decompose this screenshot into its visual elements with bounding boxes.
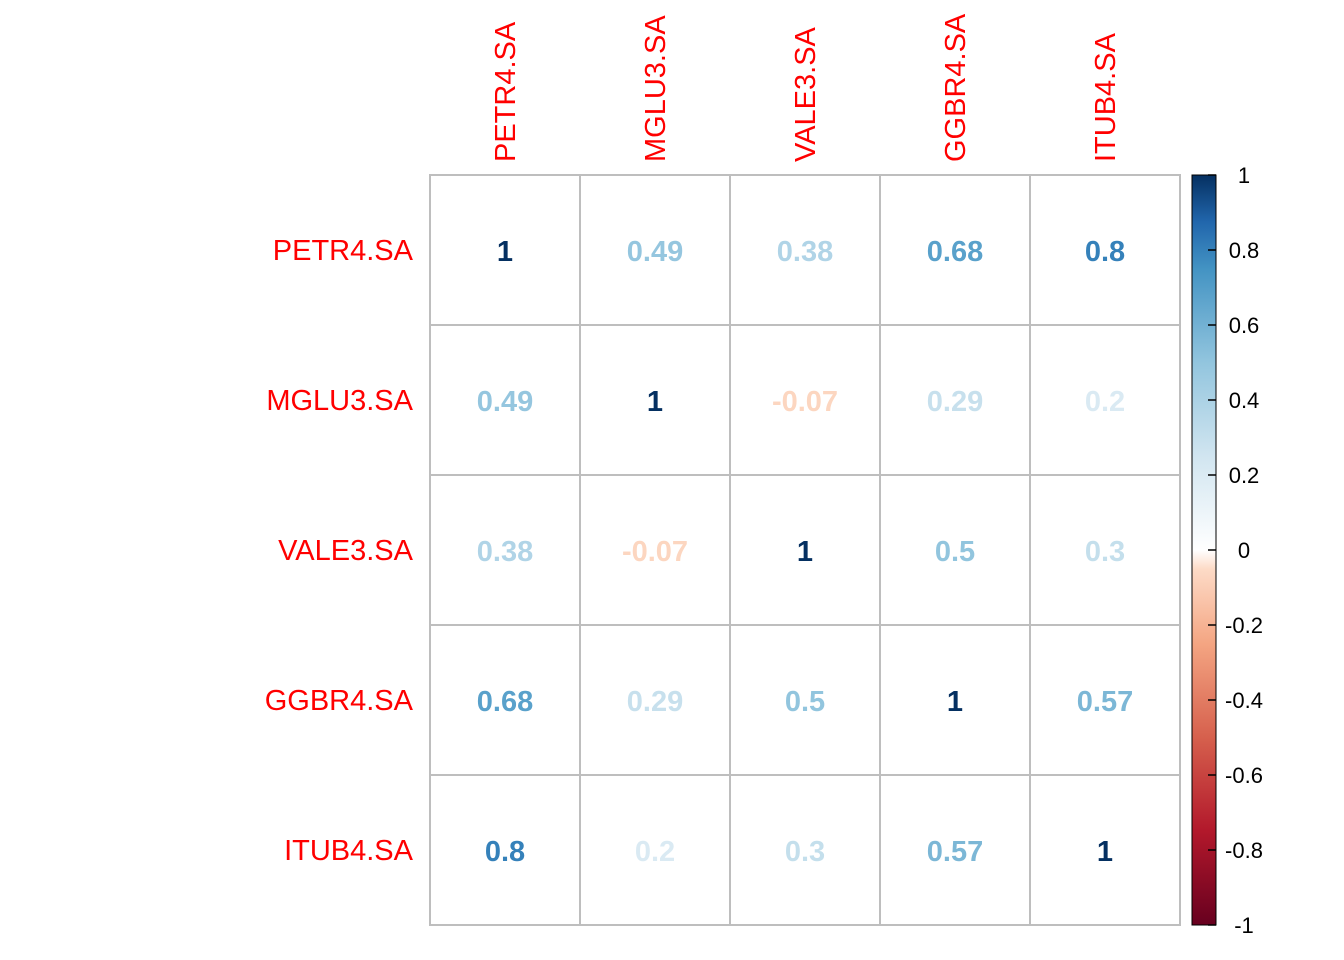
- matrix-values: 1 0.49 0.38 0.68 0.8 0.49 1 -0.07 0.29 0.2 0.38 -0.…: [477, 236, 1133, 868]
- row-label: MGLU3.SA: [266, 385, 413, 417]
- correlation-value: 0.68: [477, 686, 533, 718]
- correlation-value: -0.07: [622, 536, 688, 568]
- legend-tick-label: -0.2: [1225, 613, 1263, 638]
- legend-tick-label: 0.6: [1229, 313, 1260, 338]
- correlation-value: 0.5: [785, 686, 825, 718]
- matrix-cell: [429, 324, 581, 476]
- correlation-value: 0.57: [927, 836, 983, 868]
- matrix-cell: [729, 324, 881, 476]
- matrix-cell: [729, 774, 881, 926]
- matrix-cell: [1029, 474, 1181, 626]
- row-labels: PETR4.SA MGLU3.SA VALE3.SA GGBR4.SA ITUB4.SA: [265, 235, 414, 867]
- correlation-value: 0.3: [785, 836, 825, 868]
- matrix-cell: [579, 624, 731, 776]
- correlation-value: 0.49: [627, 236, 683, 268]
- row-label: PETR4.SA: [273, 235, 414, 267]
- matrix-cell: [729, 624, 881, 776]
- matrix-cell: [429, 774, 581, 926]
- column-label: ITUB4.SA: [1090, 32, 1122, 162]
- correlation-value: 0.38: [477, 536, 533, 568]
- correlation-value: 0.38: [777, 236, 833, 268]
- correlation-value: 1: [497, 236, 513, 268]
- correlation-value: 0.5: [935, 536, 975, 568]
- correlation-value: 0.2: [635, 836, 675, 868]
- column-label: VALE3.SA: [790, 26, 822, 162]
- legend-tick-label: -0.8: [1225, 838, 1263, 863]
- matrix-cell: [879, 174, 1031, 326]
- legend-tick-label: -1: [1234, 913, 1254, 938]
- correlation-value: 0.8: [485, 836, 525, 868]
- correlation-value: -0.07: [772, 386, 838, 418]
- correlation-value: 0.29: [927, 386, 983, 418]
- legend-tick-label: 0.2: [1229, 463, 1260, 488]
- correlation-value: 0.68: [927, 236, 983, 268]
- column-label: PETR4.SA: [490, 21, 522, 162]
- row-label: ITUB4.SA: [284, 835, 414, 867]
- row-label: GGBR4.SA: [265, 685, 414, 717]
- color-legend: 1 0.8 0.6 0.4 0.2 0 -0.2 -0.4 -0.6 -0.8 -1: [1191, 163, 1263, 938]
- matrix-cell: [579, 174, 731, 326]
- matrix-cell: [429, 174, 581, 326]
- correlation-value: 0.57: [1077, 686, 1133, 718]
- matrix-cell: [729, 474, 881, 626]
- correlation-value: 0.49: [477, 386, 533, 418]
- legend-tick-label: 0: [1238, 538, 1250, 563]
- correlation-value: 1: [797, 536, 813, 568]
- column-label: GGBR4.SA: [940, 13, 972, 162]
- correlation-value: 1: [647, 386, 663, 418]
- row-label: VALE3.SA: [278, 535, 414, 567]
- legend-tick-label: 0.8: [1229, 238, 1260, 263]
- column-label: MGLU3.SA: [640, 15, 672, 162]
- matrix-cell: [879, 624, 1031, 776]
- matrix-cell: [579, 474, 731, 626]
- matrix-cell: [879, 474, 1031, 626]
- matrix-cell: [1029, 624, 1181, 776]
- correlation-value: 0.3: [1085, 536, 1125, 568]
- matrix-cell: [1029, 174, 1181, 326]
- correlation-value: 1: [947, 686, 963, 718]
- matrix-cell: [1029, 774, 1181, 926]
- correlation-value: 0.8: [1085, 236, 1125, 268]
- legend-tick-label: -0.4: [1225, 688, 1263, 713]
- matrix-grid: [429, 174, 1181, 926]
- matrix-cell: [1029, 324, 1181, 476]
- matrix-cell: [729, 174, 881, 326]
- correlation-value: 0.2: [1085, 386, 1125, 418]
- column-labels: PETR4.SA MGLU3.SA VALE3.SA GGBR4.SA ITUB4.SA: [490, 13, 1122, 162]
- matrix-cell: [579, 774, 731, 926]
- correlation-value: 0.29: [627, 686, 683, 718]
- legend-tick-label: 1: [1238, 163, 1250, 188]
- legend-tick-label: 0.4: [1229, 388, 1260, 413]
- correlation-value: 1: [1097, 836, 1113, 868]
- legend-tick-label: -0.6: [1225, 763, 1263, 788]
- matrix-cell: [429, 624, 581, 776]
